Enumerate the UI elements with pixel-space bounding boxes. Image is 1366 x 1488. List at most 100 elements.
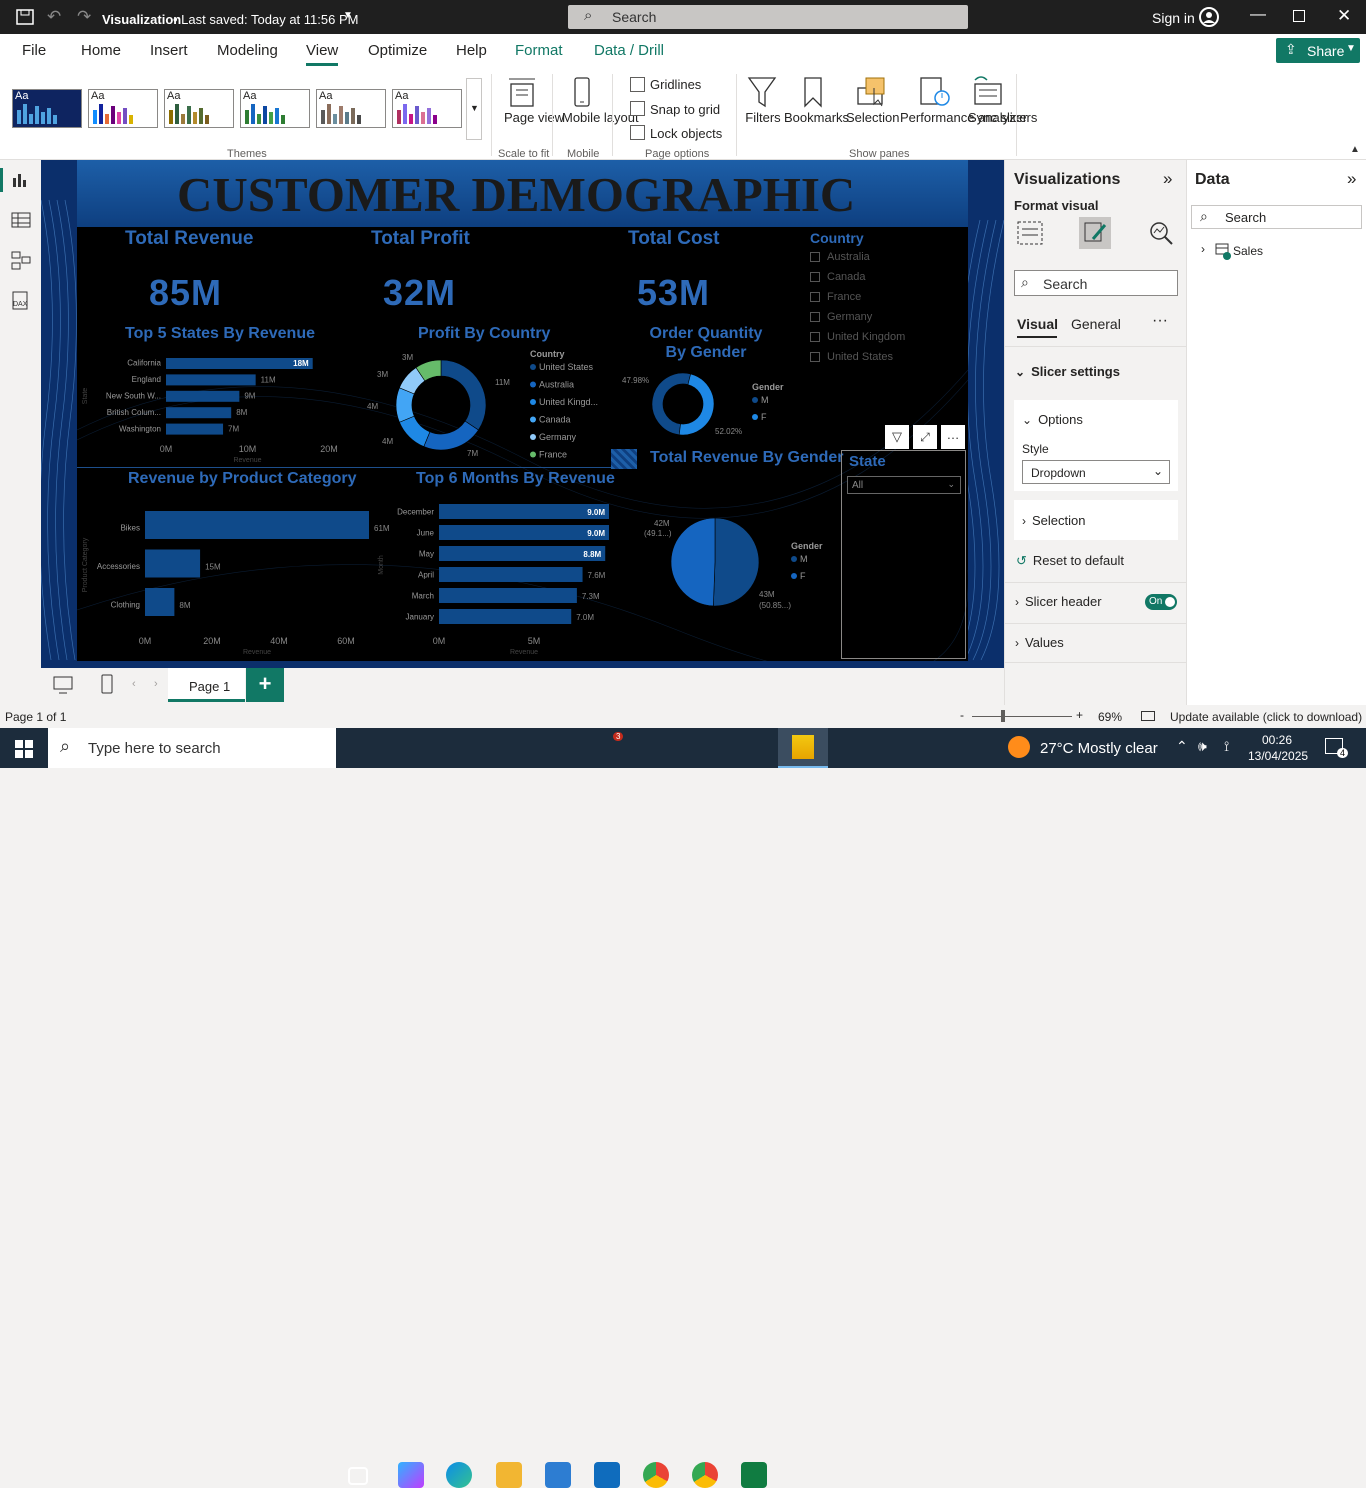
- filter-icon[interactable]: [747, 76, 777, 108]
- gridlines-label[interactable]: Gridlines: [650, 77, 702, 92]
- task-view-icon[interactable]: [348, 1467, 368, 1485]
- report-view-icon[interactable]: [12, 172, 30, 188]
- zoom-out-button[interactable]: -: [960, 708, 964, 722]
- checkbox[interactable]: [810, 292, 820, 303]
- country-slicer-item[interactable]: United Kingdom: [810, 331, 905, 343]
- outlook-icon[interactable]: [594, 1462, 620, 1488]
- avatar-icon[interactable]: [1198, 6, 1220, 28]
- weather-text[interactable]: 27°C Mostly clear: [1040, 740, 1158, 757]
- theme-thumb-4[interactable]: Aa: [240, 89, 310, 128]
- viz-search-input[interactable]: ⌕ Search: [1014, 270, 1178, 296]
- share-button[interactable]: ⇪ Share ▼: [1276, 38, 1360, 63]
- reset-to-default-button[interactable]: ↺ Reset to default: [1016, 553, 1124, 569]
- file-explorer-icon[interactable]: [496, 1462, 522, 1488]
- theme-thumb-6[interactable]: Aa: [392, 89, 462, 128]
- clock-time[interactable]: 00:26: [1262, 733, 1293, 747]
- chrome-profile-icon[interactable]: [692, 1462, 718, 1488]
- selection-card[interactable]: › Selection: [1014, 500, 1178, 540]
- store-icon[interactable]: [545, 1462, 571, 1488]
- checkbox[interactable]: [810, 272, 820, 283]
- gridlines-checkbox[interactable]: [630, 77, 645, 92]
- sync-slicers-icon[interactable]: [971, 74, 1005, 108]
- sync-slicers-button[interactable]: Sync slicers: [968, 110, 1038, 125]
- collapse-pane-icon[interactable]: »: [1163, 169, 1173, 188]
- country-slicer-item[interactable]: Germany: [810, 311, 872, 323]
- undo-icon[interactable]: ↶: [47, 7, 62, 26]
- checkbox[interactable]: [810, 312, 820, 323]
- tray-chevron-up-icon[interactable]: ⌃: [1176, 738, 1188, 754]
- filter-icon[interactable]: ▽: [885, 425, 909, 449]
- selection-icon[interactable]: [856, 76, 888, 108]
- slicer-settings-section[interactable]: ⌄ Slicer settings: [1015, 364, 1120, 379]
- country-slicer-item[interactable]: Australia: [810, 251, 870, 263]
- desktop-view-icon[interactable]: [53, 676, 73, 694]
- lock-objects-label[interactable]: Lock objects: [650, 126, 723, 141]
- menu-file[interactable]: File: [22, 42, 47, 59]
- dax-query-icon[interactable]: DAX: [11, 291, 31, 311]
- state-dropdown[interactable]: All ⌄: [847, 476, 961, 494]
- menu-format[interactable]: Format: [515, 42, 563, 59]
- chevron-down-icon[interactable]: ▼: [343, 10, 353, 21]
- search-box[interactable]: ⌕ Search: [568, 5, 968, 29]
- menu-view[interactable]: View: [306, 42, 339, 59]
- chevron-right-icon[interactable]: ›: [1201, 242, 1205, 256]
- menu-modeling[interactable]: Modeling: [217, 42, 278, 59]
- checkbox[interactable]: [810, 332, 820, 343]
- focus-mode-icon[interactable]: ⤢: [913, 425, 937, 449]
- weather-icon[interactable]: [1008, 736, 1030, 758]
- theme-thumb-3[interactable]: Aa: [164, 89, 234, 128]
- sign-in-link[interactable]: Sign in: [1152, 10, 1195, 26]
- excel-icon[interactable]: [741, 1462, 767, 1488]
- menu-help[interactable]: Help: [456, 42, 487, 59]
- performance-analyzer-button[interactable]: Performance analyzer: [900, 110, 1028, 125]
- tab-general[interactable]: General: [1071, 316, 1121, 332]
- data-search-input[interactable]: ⌕ Search: [1191, 205, 1362, 229]
- zoom-slider[interactable]: [972, 716, 1072, 717]
- menu-optimize[interactable]: Optimize: [368, 42, 428, 59]
- prev-page-icon[interactable]: ‹: [132, 678, 136, 690]
- values-section[interactable]: › Values: [1015, 635, 1064, 650]
- more-options-icon[interactable]: …: [941, 425, 965, 449]
- format-visual-tab[interactable]: [1079, 217, 1111, 249]
- speaker-icon[interactable]: 🕪: [1198, 738, 1207, 754]
- menu-insert[interactable]: Insert: [150, 42, 188, 59]
- copilot-icon[interactable]: [398, 1462, 424, 1488]
- theme-thumb-2[interactable]: Aa: [88, 89, 158, 128]
- options-header[interactable]: ⌄ Options: [1022, 412, 1083, 427]
- state-slicer[interactable]: State All ⌄: [841, 450, 966, 659]
- theme-thumb-1[interactable]: Aa: [12, 89, 82, 128]
- powerbi-task-active[interactable]: [778, 728, 828, 768]
- next-page-icon[interactable]: ›: [154, 678, 158, 690]
- bookmarks-button[interactable]: Bookmarks: [784, 110, 850, 125]
- build-visual-icon[interactable]: [1017, 220, 1043, 246]
- checkbox[interactable]: [810, 352, 820, 363]
- fit-to-page-icon[interactable]: [1141, 711, 1155, 721]
- network-icon[interactable]: ⟟: [1224, 738, 1230, 754]
- selection-button[interactable]: Selection: [846, 110, 900, 125]
- country-slicer-item[interactable]: France: [810, 291, 861, 303]
- menu-home[interactable]: Home: [81, 42, 122, 59]
- slicer-header-toggle[interactable]: On: [1145, 594, 1177, 610]
- analytics-icon[interactable]: [1148, 220, 1174, 246]
- add-page-button[interactable]: +: [246, 668, 284, 702]
- checkbox[interactable]: [810, 252, 820, 263]
- model-view-icon[interactable]: [11, 251, 31, 271]
- edge-icon[interactable]: [446, 1462, 472, 1488]
- clock-date[interactable]: 13/04/2025: [1248, 749, 1309, 763]
- phone-view-icon[interactable]: [101, 674, 113, 694]
- notifications-icon[interactable]: [1325, 738, 1343, 754]
- filters-button[interactable]: Filters: [745, 110, 781, 125]
- collapse-ribbon-icon[interactable]: ▲: [1350, 144, 1360, 155]
- mobile-layout-button[interactable]: Mobile layout: [562, 110, 639, 125]
- maximize-icon[interactable]: [1293, 10, 1305, 22]
- tab-visual[interactable]: Visual: [1017, 316, 1058, 332]
- snap-to-grid-label[interactable]: Snap to grid: [650, 102, 721, 117]
- more-options-icon[interactable]: ···: [1152, 312, 1168, 329]
- theme-thumb-5[interactable]: Aa: [316, 89, 386, 128]
- country-slicer-item[interactable]: United States: [810, 351, 893, 363]
- mobile-icon[interactable]: [572, 76, 592, 108]
- minimize-icon[interactable]: —: [1250, 6, 1266, 23]
- themes-dropdown[interactable]: ▼: [466, 78, 482, 140]
- bookmark-icon[interactable]: [802, 76, 824, 108]
- page-view-icon[interactable]: [507, 76, 537, 108]
